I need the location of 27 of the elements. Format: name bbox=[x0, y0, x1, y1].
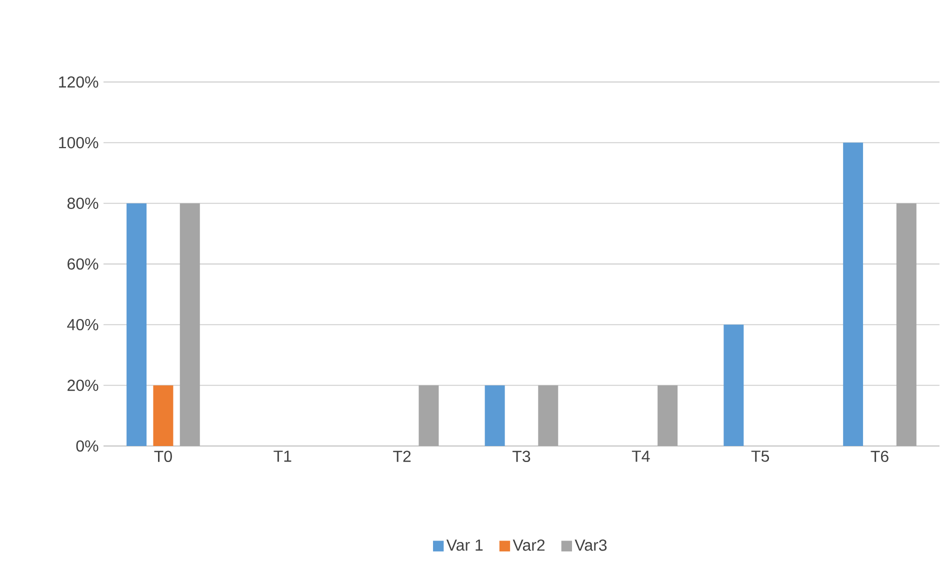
x-tick-label: T1 bbox=[274, 450, 292, 462]
x-tick-label: T4 bbox=[632, 450, 650, 462]
x-tick-label: T3 bbox=[512, 450, 530, 462]
x-tick-label: T0 bbox=[154, 450, 172, 462]
x-tick-label: T5 bbox=[751, 450, 769, 462]
bar bbox=[724, 324, 744, 446]
bar bbox=[896, 203, 916, 446]
legend-label: Var 1 bbox=[446, 540, 483, 551]
x-tick-label: T2 bbox=[393, 450, 411, 462]
y-tick-label: 100% bbox=[59, 137, 98, 148]
bar bbox=[418, 385, 439, 446]
legend-label: Var2 bbox=[512, 540, 545, 551]
y-tick-label: 120% bbox=[59, 76, 98, 88]
y-tick-label: 60% bbox=[68, 258, 98, 270]
y-tick-label: 0% bbox=[76, 440, 98, 452]
legend-label: Var3 bbox=[574, 540, 607, 551]
bar bbox=[484, 385, 505, 446]
bar bbox=[843, 142, 864, 446]
y-tick-label: 20% bbox=[68, 380, 98, 391]
bar bbox=[658, 385, 678, 446]
x-tick-label: T6 bbox=[870, 450, 888, 462]
y-tick-label: 40% bbox=[67, 319, 98, 330]
bar bbox=[538, 385, 558, 446]
bar bbox=[153, 385, 174, 446]
bar bbox=[126, 203, 147, 446]
y-tick-label: 80% bbox=[67, 198, 98, 209]
bar bbox=[180, 203, 200, 446]
